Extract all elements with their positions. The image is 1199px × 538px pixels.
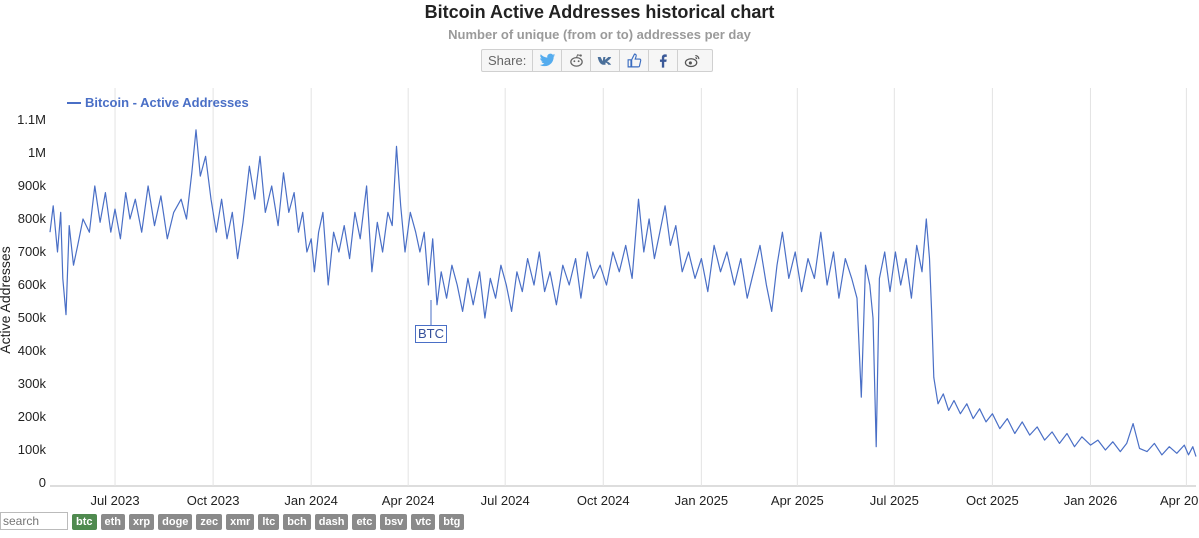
coin-button-dash[interactable]: dash xyxy=(314,514,349,530)
x-tick-label: Apr 2024 xyxy=(382,493,435,508)
y-tick-label: 100k xyxy=(18,442,47,457)
twitter-share-button[interactable] xyxy=(533,50,563,71)
coin-button-xrp[interactable]: xrp xyxy=(129,514,155,530)
vk-icon xyxy=(597,56,611,65)
x-tick-label: Apr 2026 xyxy=(1160,493,1199,508)
series-line-bitcoin-active-addresses xyxy=(49,129,1197,457)
coin-button-bsv[interactable]: bsv xyxy=(380,514,408,530)
y-axis-ticks: 0 100k 200k 300k 400k 500k 600k 700k 800k 900k 1M 1… xyxy=(17,112,46,490)
y-tick-label: 1M xyxy=(28,145,46,160)
x-tick-label: Jan 2025 xyxy=(675,493,729,508)
grid xyxy=(50,88,1196,487)
coin-button-bch[interactable]: bch xyxy=(283,514,311,530)
like-share-button[interactable] xyxy=(620,50,650,71)
weibo-share-button[interactable] xyxy=(678,50,706,71)
facebook-share-button[interactable] xyxy=(649,50,679,71)
twitter-icon xyxy=(539,53,556,67)
y-axis-label: Active Addresses xyxy=(0,246,13,353)
coin-button-btc[interactable]: btc xyxy=(72,514,97,530)
coin-list: btc eth xrp doge zec xmr ltc bch dash etc bsv vtc bt… xyxy=(72,512,468,530)
x-tick-label: Jan 2026 xyxy=(1064,493,1118,508)
x-tick-label: Jul 2024 xyxy=(481,493,530,508)
x-tick-label: Jul 2025 xyxy=(870,493,919,508)
coin-button-ltc[interactable]: ltc xyxy=(258,514,280,530)
y-tick-label: 0 xyxy=(39,475,46,490)
x-tick-label: Oct 2023 xyxy=(187,493,240,508)
x-tick-label: Apr 2025 xyxy=(771,493,824,508)
x-axis-ticks: Jul 2023 Oct 2023 Jan 2024 Apr 2024 Jul 2024… xyxy=(90,493,1199,508)
x-tick-label: Oct 2025 xyxy=(966,493,1019,508)
y-tick-label: 600k xyxy=(18,277,47,292)
legend-item-bitcoin[interactable]: Bitcoin - Active Addresses xyxy=(67,95,249,110)
coin-toolbar: btcethxrpdogezecxmrltcbchdashetcbsvvtcbt… xyxy=(0,511,468,531)
x-tick-label: Jul 2023 xyxy=(90,493,139,508)
x-tick-label: Oct 2024 xyxy=(577,493,630,508)
facebook-icon xyxy=(659,54,667,68)
y-tick-label: 400k xyxy=(18,343,47,358)
y-tick-label: 800k xyxy=(18,211,47,226)
coin-button-zec[interactable]: zec xyxy=(196,514,223,530)
y-tick-label: 700k xyxy=(18,244,47,259)
legend-label: Bitcoin - Active Addresses xyxy=(85,95,249,110)
legend-swatch xyxy=(67,101,81,104)
y-tick-label: 900k xyxy=(18,178,47,193)
coin-button-xmr[interactable]: xmr xyxy=(226,514,255,530)
y-tick-label: 1.1M xyxy=(17,112,46,127)
btc-flag-marker[interactable]: BTC xyxy=(415,325,447,343)
like-icon xyxy=(627,53,642,68)
coin-button-eth[interactable]: eth xyxy=(100,514,125,530)
chart-title: Bitcoin Active Addresses historical char… xyxy=(424,2,775,22)
share-label: Share: xyxy=(482,50,534,71)
vk-share-button[interactable] xyxy=(591,50,621,71)
search-input[interactable] xyxy=(0,512,68,530)
share-bar: Share: xyxy=(481,49,713,72)
coin-button-btg[interactable]: btg xyxy=(439,514,465,530)
coin-button-etc[interactable]: etc xyxy=(352,514,377,530)
y-tick-label: 200k xyxy=(18,409,47,424)
y-tick-label: 300k xyxy=(18,376,47,391)
chart-subtitle: Number of unique (from or to) addresses … xyxy=(448,27,751,42)
x-tick-label: Jan 2024 xyxy=(284,493,338,508)
reddit-share-button[interactable] xyxy=(562,50,592,71)
reddit-icon xyxy=(570,54,583,67)
coin-button-doge[interactable]: doge xyxy=(158,514,193,530)
coin-button-vtc[interactable]: vtc xyxy=(411,514,436,530)
weibo-icon xyxy=(684,54,700,68)
y-tick-label: 500k xyxy=(18,310,47,325)
